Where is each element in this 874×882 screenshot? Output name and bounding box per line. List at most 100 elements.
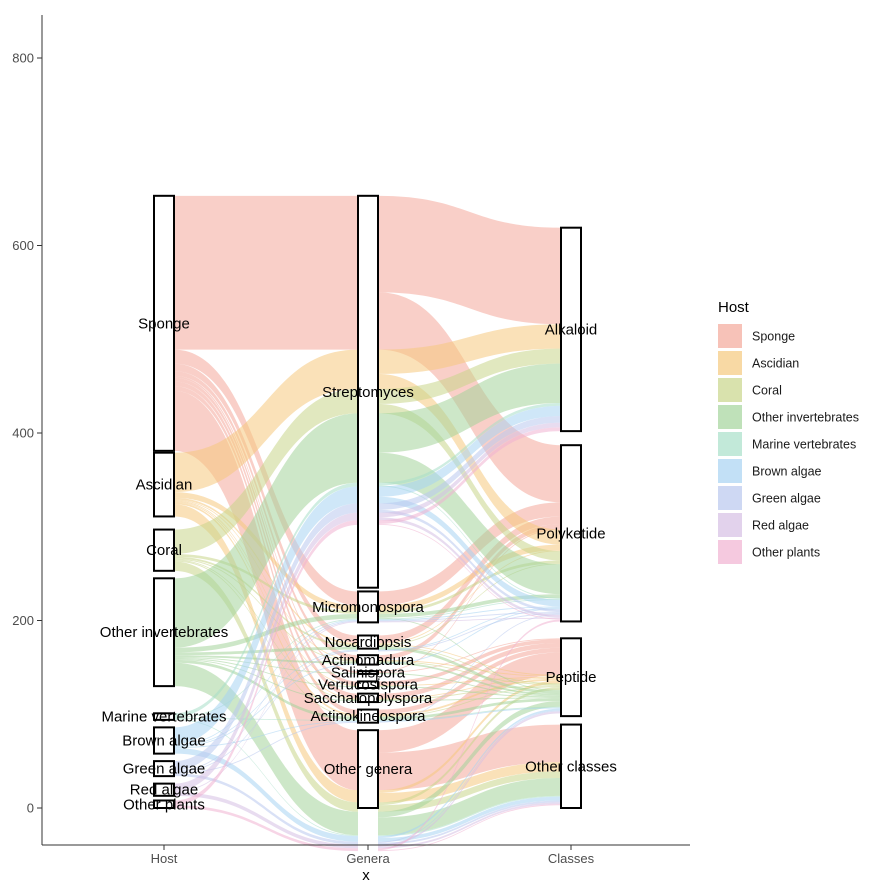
host-stratum-green-algae xyxy=(153,760,175,778)
flow-other-invertebrates-to-verrucosispora xyxy=(174,658,358,688)
flow-streptomyces-to-polyketide xyxy=(378,373,561,545)
flow-ascidian-to-verrucosispora xyxy=(174,500,358,687)
flow-coral-to-other-genera xyxy=(174,561,358,812)
flow-other-genera-to-peptide xyxy=(378,680,561,793)
flow-green-algae-to-streptomyces xyxy=(174,503,358,771)
legend-swatch-brown-algae xyxy=(718,459,742,483)
legend-label-green-algae: Green algae xyxy=(752,492,821,506)
legend-swatch-sponge xyxy=(718,324,742,348)
flow-streptomyces-to-alkaloid xyxy=(378,348,561,404)
flow-nocardiopsis-to-polyketide xyxy=(378,550,561,644)
flow-green-algae-to-nocardiopsis xyxy=(174,650,358,773)
host-label-green-algae: Green algae xyxy=(123,761,206,778)
flow-streptomyces-to-alkaloid xyxy=(378,195,561,325)
legend-swatch-red-algae xyxy=(718,513,742,537)
flow-streptomyces-to-polyketide xyxy=(378,485,561,599)
class-label-other-classes: Other classes xyxy=(525,758,617,775)
x-axis-title: x xyxy=(362,867,370,882)
legend-label-sponge: Sponge xyxy=(752,330,795,344)
genus-stratum-nocardiopsis xyxy=(357,634,379,650)
flow-saccharopolyspora-to-peptide xyxy=(378,685,561,701)
flow-ascidian-to-nocardiopsis xyxy=(174,497,358,645)
class-stratum-other-classes xyxy=(560,723,582,809)
flow-nocardiopsis-to-peptide xyxy=(378,646,561,694)
legend-swatch-other-invertebrates xyxy=(718,405,742,429)
flow-other-invertebrates-to-actinomadura xyxy=(174,655,358,664)
flow-micromonospora-to-polyketide xyxy=(378,612,561,622)
genus-label-verrucosispora: Verrucosispora xyxy=(318,677,419,694)
flow-streptomyces-to-alkaloid xyxy=(378,427,561,524)
class-label-alkaloid: Alkaloid xyxy=(545,321,598,338)
flow-actinokineospora-to-peptide xyxy=(378,686,561,718)
genus-stratum-actinokineospora xyxy=(357,708,379,724)
flow-actinokineospora-to-polyketide xyxy=(378,613,561,723)
flow-verrucosispora-to-peptide xyxy=(378,639,561,686)
flow-other-invertebrates-to-saccharopolyspora xyxy=(174,658,358,702)
flow-streptomyces-to-polyketide xyxy=(378,496,561,607)
flow-sponge-to-other-genera xyxy=(174,390,358,791)
class-label-peptide: Peptide xyxy=(546,669,597,686)
stratum-labels: Sponge Ascidian Coral Other invertebrates Ma… xyxy=(100,315,617,813)
flow-salinispora-to-peptide xyxy=(378,673,561,697)
legend-swatch-green-algae xyxy=(718,486,742,510)
class-stratum-peptide xyxy=(560,637,582,718)
genus-stratum-micromonospora xyxy=(357,590,379,624)
flow-streptomyces-to-polyketide xyxy=(378,403,561,561)
flow-green-algae-to-micromonospora xyxy=(174,620,358,772)
flow-ascidian-to-actinomadura xyxy=(174,499,358,661)
host-label-brown-algae: Brown algae xyxy=(122,733,205,750)
flow-coral-to-micromonospora xyxy=(174,553,358,614)
flow-marine-vertebrates-to-other-genera xyxy=(174,718,358,837)
legend-swatch-other-plants xyxy=(718,540,742,564)
x-axis-ticks: Host Genera Classes xyxy=(151,845,595,866)
flow-brown-algae-to-streptomyces xyxy=(174,486,358,745)
class-label-polyketide: Polyketide xyxy=(536,525,605,542)
host-stratum-red-algae xyxy=(153,782,175,797)
flow-other-genera-to-peptide xyxy=(378,711,561,847)
flow-brown-algae-to-nocardiopsis xyxy=(174,649,358,747)
legend-label-red-algae: Red algae xyxy=(752,519,809,533)
flow-other-invertebrates-to-other-genera xyxy=(174,662,358,836)
flow-streptomyces-to-alkaloid xyxy=(378,405,561,497)
flow-streptomyces-to-alkaloid xyxy=(378,363,561,453)
y-tick-label: 200 xyxy=(12,613,34,628)
flow-nocardiopsis-to-polyketide xyxy=(378,613,561,652)
flow-other-genera-to-peptide xyxy=(378,652,561,753)
host-label-ascidian: Ascidian xyxy=(136,477,193,494)
flow-nocardiopsis-to-peptide xyxy=(378,645,561,685)
flow-brown-algae-to-other-genera xyxy=(174,748,358,842)
legend-label-coral: Coral xyxy=(752,384,782,398)
legend-title: Host xyxy=(718,299,750,316)
flow-marine-vertebrates-to-micromonospora xyxy=(174,618,358,718)
alluvial-flows xyxy=(174,195,561,852)
class-stratum-polyketide xyxy=(560,444,582,623)
flow-streptomyces-to-alkaloid xyxy=(378,422,561,518)
flow-actinokineospora-to-peptide xyxy=(378,706,561,721)
flow-other-invertebrates-to-salinispora xyxy=(174,657,358,674)
flow-brown-algae-to-micromonospora xyxy=(174,619,358,746)
legend-swatch-marine-vertebrates xyxy=(718,432,742,456)
genus-label-actinomadura: Actinomadura xyxy=(322,652,415,669)
genus-label-streptomyces: Streptomyces xyxy=(322,384,414,401)
flow-brown-algae-to-actinomadura xyxy=(174,663,358,748)
flow-actinokineospora-to-peptide xyxy=(378,698,561,720)
flow-streptomyces-to-alkaloid xyxy=(378,324,561,374)
genus-stratum-verrucosispora xyxy=(357,680,379,689)
flow-actinomadura-to-polyketide xyxy=(378,608,561,665)
genus-label-saccharopolyspora: Saccharopolyspora xyxy=(304,690,433,707)
flow-streptomyces-to-polyketide xyxy=(378,509,561,613)
flow-salinispora-to-polyketide xyxy=(378,528,561,673)
y-tick-label: 600 xyxy=(12,238,34,253)
genus-label-nocardiopsis: Nocardiopsis xyxy=(325,634,412,651)
flow-actinokineospora-to-peptide xyxy=(378,678,561,717)
genus-stratum-salinispora xyxy=(357,670,379,675)
flow-other-plants-to-streptomyces xyxy=(174,520,358,806)
flow-other-genera-to-peptide xyxy=(378,701,561,818)
flow-streptomyces-to-polyketide xyxy=(378,523,561,620)
flow-other-invertebrates-to-actinokineospora xyxy=(174,659,358,720)
host-stratum-other-invertebrates xyxy=(153,577,175,688)
legend-swatch-coral xyxy=(718,378,742,402)
flow-other-genera-to-other-classes xyxy=(378,802,561,849)
flow-green-algae-to-other-genera xyxy=(174,773,358,845)
